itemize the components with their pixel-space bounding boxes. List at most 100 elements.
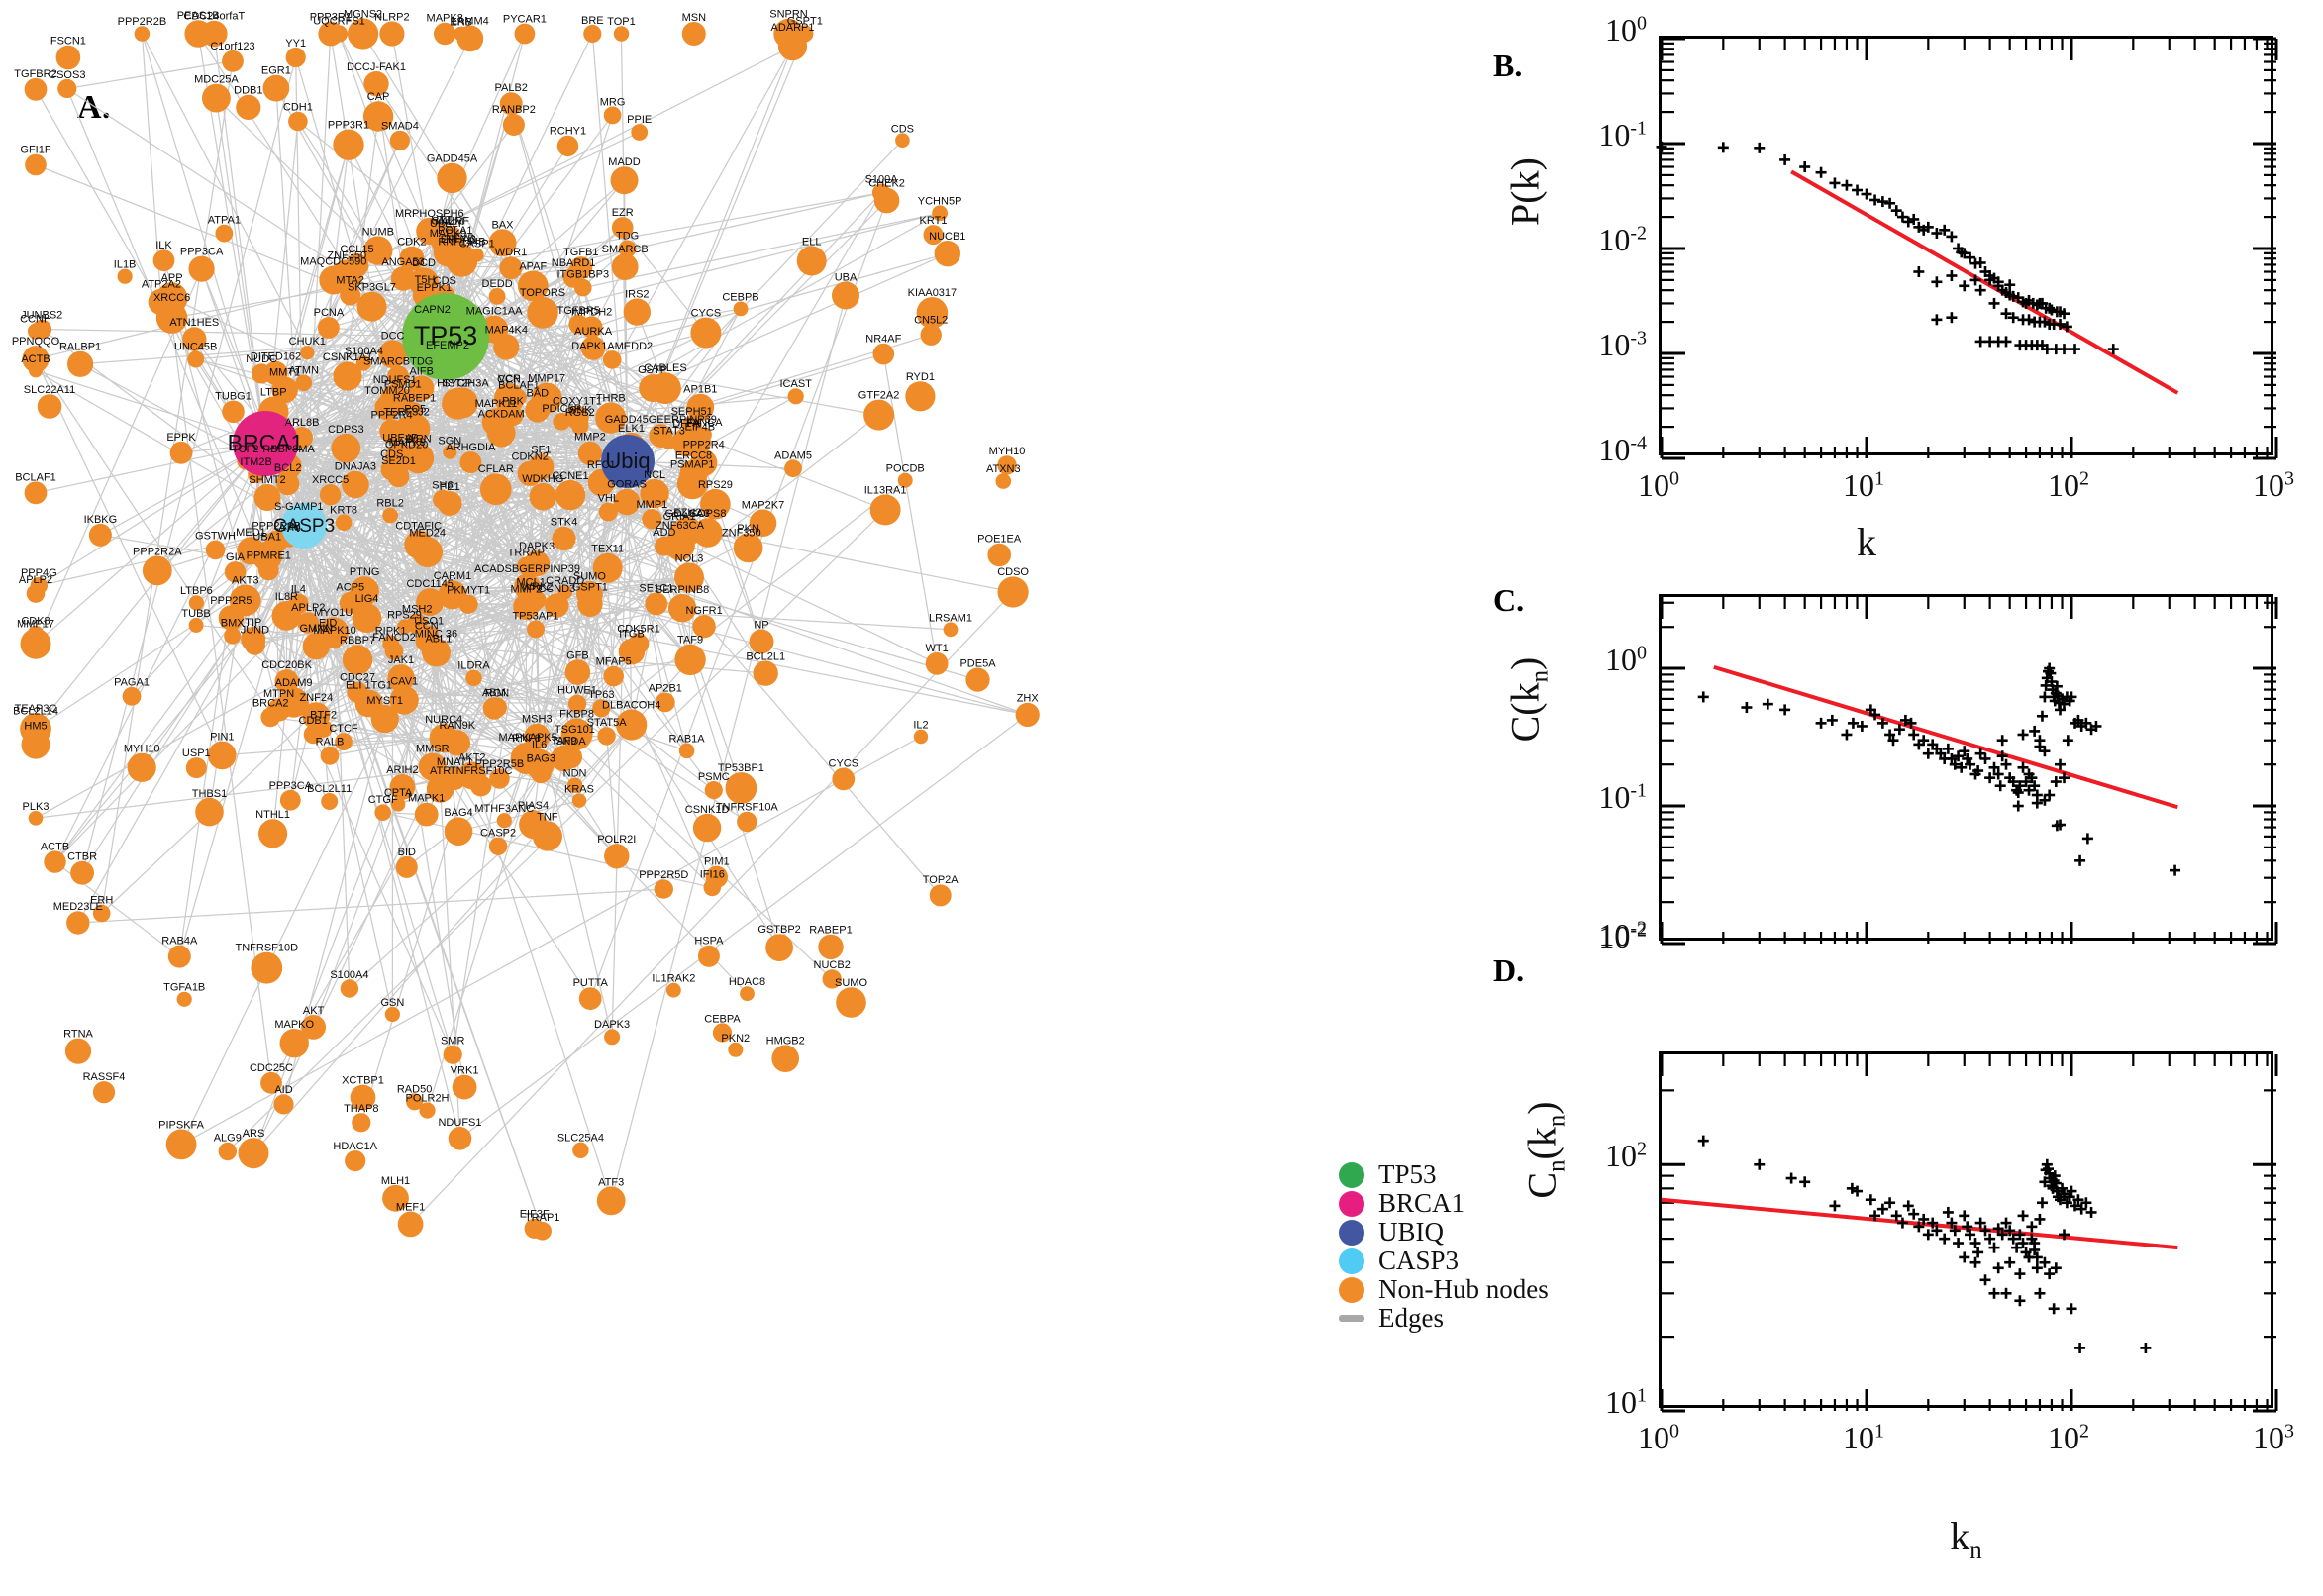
network-node[interactable] (749, 509, 777, 537)
network-node[interactable] (448, 1127, 472, 1150)
network-node[interactable] (690, 449, 718, 477)
network-node[interactable] (571, 793, 587, 808)
network-node[interactable] (700, 488, 731, 520)
network-node[interactable] (690, 317, 722, 349)
network-node[interactable] (603, 106, 622, 125)
network-node[interactable] (443, 766, 466, 790)
network-node[interactable] (558, 746, 583, 769)
network-node[interactable] (570, 417, 589, 435)
network-node[interactable] (406, 402, 423, 419)
network-node[interactable] (765, 934, 793, 961)
network-node[interactable] (384, 1006, 400, 1023)
network-node[interactable] (258, 819, 288, 848)
network-node[interactable] (444, 730, 470, 756)
network-node[interactable] (264, 530, 288, 553)
network-node[interactable] (236, 94, 261, 120)
network-node[interactable] (345, 1150, 366, 1172)
network-node[interactable] (229, 584, 261, 617)
network-node[interactable] (387, 465, 410, 488)
network-node[interactable] (419, 1102, 436, 1119)
network-node[interactable] (564, 659, 591, 685)
network-node[interactable] (390, 797, 406, 812)
network-node[interactable] (208, 741, 237, 770)
network-node[interactable] (832, 281, 859, 310)
network-node[interactable] (487, 697, 507, 718)
network-node[interactable] (414, 802, 439, 827)
network-node[interactable] (224, 627, 242, 645)
network-node[interactable] (318, 317, 340, 339)
network-node[interactable] (734, 537, 750, 552)
network-node[interactable] (382, 507, 398, 524)
network-node[interactable] (88, 523, 112, 547)
network-node[interactable] (496, 813, 512, 829)
network-node[interactable] (21, 730, 50, 759)
network-node[interactable] (412, 537, 444, 567)
network-node[interactable] (395, 855, 418, 878)
network-node[interactable] (273, 1094, 294, 1115)
network-node[interactable] (832, 767, 856, 791)
network-node[interactable] (333, 361, 362, 391)
network-node[interactable] (905, 381, 936, 412)
network-node[interactable] (379, 419, 404, 444)
hub-node-tp53[interactable] (402, 293, 489, 380)
network-node[interactable] (389, 685, 419, 715)
network-node[interactable] (493, 334, 520, 360)
network-node[interactable] (678, 743, 695, 759)
network-node[interactable] (66, 911, 90, 935)
network-node[interactable] (618, 638, 646, 665)
network-node[interactable] (517, 460, 543, 486)
network-node[interactable] (692, 615, 716, 639)
network-node[interactable] (499, 92, 523, 116)
network-node[interactable] (1015, 702, 1040, 728)
network-node[interactable] (640, 478, 669, 509)
network-node[interactable] (595, 402, 627, 434)
network-node[interactable] (406, 1093, 424, 1111)
network-node[interactable] (655, 536, 674, 556)
network-node[interactable] (320, 746, 340, 765)
network-node[interactable] (355, 355, 372, 371)
network-node[interactable] (92, 904, 111, 923)
network-node[interactable] (592, 699, 611, 718)
network-node[interactable] (465, 669, 482, 686)
network-node[interactable] (438, 580, 467, 610)
network-node[interactable] (260, 707, 281, 728)
network-node[interactable] (598, 502, 618, 522)
network-node[interactable] (352, 1113, 371, 1133)
network-node[interactable] (443, 445, 457, 459)
network-node[interactable] (686, 393, 715, 422)
network-node[interactable] (442, 387, 474, 420)
network-node[interactable] (374, 395, 400, 421)
network-node[interactable] (387, 365, 410, 388)
network-node[interactable] (333, 129, 364, 160)
network-node[interactable] (728, 1042, 744, 1057)
network-node[interactable] (301, 1015, 326, 1040)
network-node[interactable] (863, 399, 895, 431)
network-node[interactable] (195, 797, 224, 827)
network-node[interactable] (920, 324, 942, 346)
network-node[interactable] (340, 979, 359, 998)
network-node[interactable] (674, 644, 706, 676)
network-node[interactable] (997, 455, 1017, 475)
network-node[interactable] (569, 256, 593, 280)
network-node[interactable] (452, 1074, 477, 1100)
network-node[interactable] (176, 991, 192, 1007)
network-node[interactable] (378, 340, 407, 369)
network-node[interactable] (916, 297, 949, 329)
network-node[interactable] (321, 793, 339, 810)
network-node[interactable] (499, 256, 523, 280)
network-node[interactable] (895, 133, 910, 148)
network-node[interactable] (943, 622, 959, 638)
network-node[interactable] (300, 346, 315, 360)
network-node[interactable] (222, 400, 245, 424)
network-node[interactable] (787, 388, 804, 405)
network-node[interactable] (271, 376, 298, 404)
network-node[interactable] (399, 246, 425, 271)
network-node[interactable] (342, 645, 373, 675)
network-node[interactable] (374, 804, 392, 821)
network-node[interactable] (704, 781, 723, 800)
network-node[interactable] (356, 291, 387, 322)
network-node[interactable] (454, 26, 469, 42)
network-node[interactable] (517, 270, 549, 302)
network-node[interactable] (712, 1023, 733, 1043)
network-node[interactable] (278, 687, 309, 718)
